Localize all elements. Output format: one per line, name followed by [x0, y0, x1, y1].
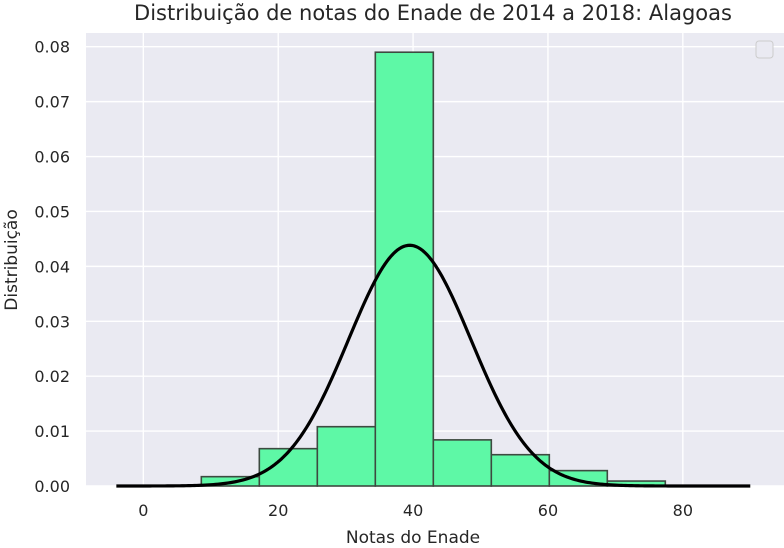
x-tick-label: 80 [673, 501, 693, 520]
y-tick-label: 0.04 [34, 257, 70, 276]
x-tick-label: 40 [403, 501, 423, 520]
histogram-bar [432, 439, 493, 487]
y-tick-label: 0.07 [34, 93, 70, 112]
y-tick-label: 0.02 [34, 367, 70, 386]
y-tick-label: 0.08 [34, 38, 70, 57]
x-tick-label: 60 [538, 501, 558, 520]
y-tick-label: 0.05 [34, 202, 70, 221]
y-tick-label: 0.01 [34, 422, 70, 441]
normal-curve [116, 243, 751, 488]
y-tick-label: 0.03 [34, 312, 70, 331]
histogram-bar [258, 447, 319, 487]
plot-area [86, 33, 784, 486]
y-axis-label: Distribuição [2, 209, 22, 311]
x-axis-label: Notas do Enade [346, 528, 480, 548]
y-tick-label: 0.06 [34, 148, 70, 167]
legend-box [755, 40, 774, 59]
x-tick-label: 20 [268, 501, 288, 520]
chart-title: Distribuição de notas do Enade de 2014 a… [134, 1, 732, 25]
y-tick-label: 0.00 [34, 477, 70, 496]
histogram-bar [374, 51, 435, 487]
x-tick-label: 0 [138, 501, 148, 520]
histogram-bar [316, 425, 377, 487]
